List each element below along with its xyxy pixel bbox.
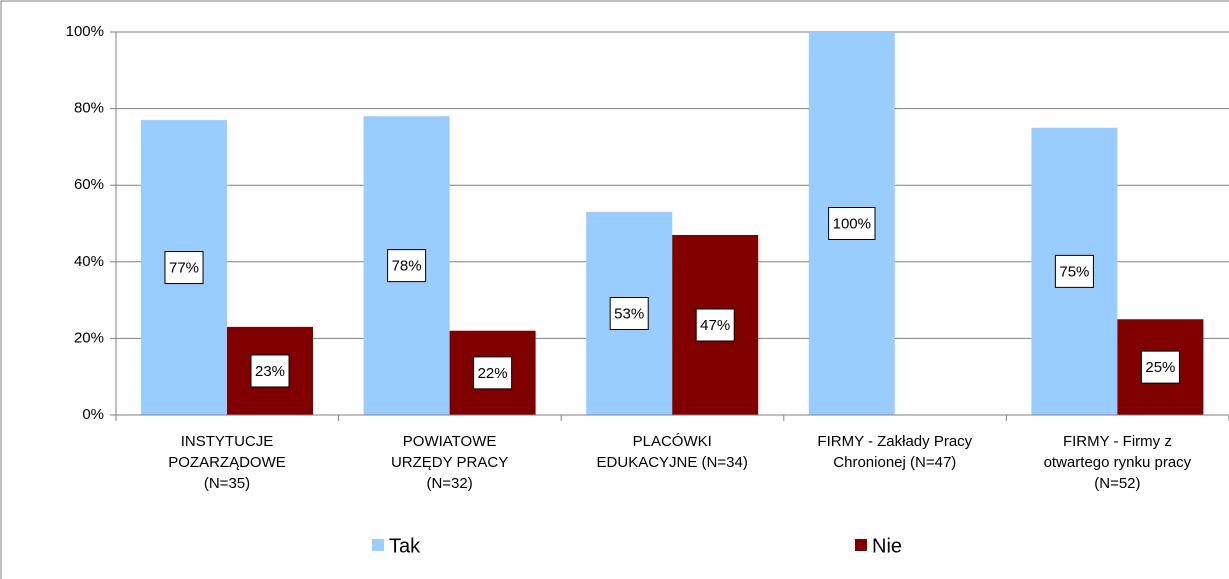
- data-label-box: [250, 354, 290, 388]
- data-label: 78%: [392, 258, 422, 275]
- data-label-box: [1140, 350, 1180, 384]
- y-tick-label: 60%: [74, 176, 104, 193]
- y-tick-label: 80%: [74, 100, 104, 117]
- data-label-box: [609, 297, 649, 331]
- legend-label: Nie: [872, 535, 902, 557]
- x-tick-label: POWIATOWE URZĘDY PRACY (N=32): [390, 433, 509, 492]
- data-label-box: [473, 356, 513, 390]
- legend-swatch: [372, 539, 384, 551]
- y-tick-label: 40%: [74, 253, 104, 270]
- data-label-box: [164, 251, 204, 285]
- y-tick-label: 100%: [66, 23, 104, 40]
- data-label-box: [1054, 254, 1094, 288]
- x-tick-label: PLACÓWKI EDUKACYJNE (N=34): [596, 433, 748, 471]
- data-label: 47%: [700, 317, 730, 334]
- data-label: 75%: [1059, 263, 1089, 280]
- data-label: 53%: [614, 305, 644, 322]
- data-label: 77%: [169, 260, 199, 277]
- data-label: 23%: [255, 363, 285, 380]
- data-label-box: [695, 308, 735, 342]
- data-label: 25%: [1145, 359, 1175, 376]
- y-tick-label: 0%: [82, 406, 104, 423]
- legend-label: Tak: [389, 535, 421, 557]
- y-tick-label: 20%: [74, 329, 104, 346]
- data-label: 100%: [833, 215, 871, 232]
- x-tick-label: FIRMY - Firmy z otwartego rynku pracy (N…: [1043, 433, 1192, 492]
- x-tick-label: INSTYTUCJE POZARZĄDOWE (N=35): [168, 433, 286, 492]
- data-label-box: [828, 207, 876, 240]
- data-label: 22%: [478, 365, 508, 382]
- x-tick-label: FIRMY - Zakłady Pracy Chronionej (N=47): [817, 433, 973, 471]
- legend-swatch: [855, 539, 867, 551]
- data-label-box: [387, 249, 427, 283]
